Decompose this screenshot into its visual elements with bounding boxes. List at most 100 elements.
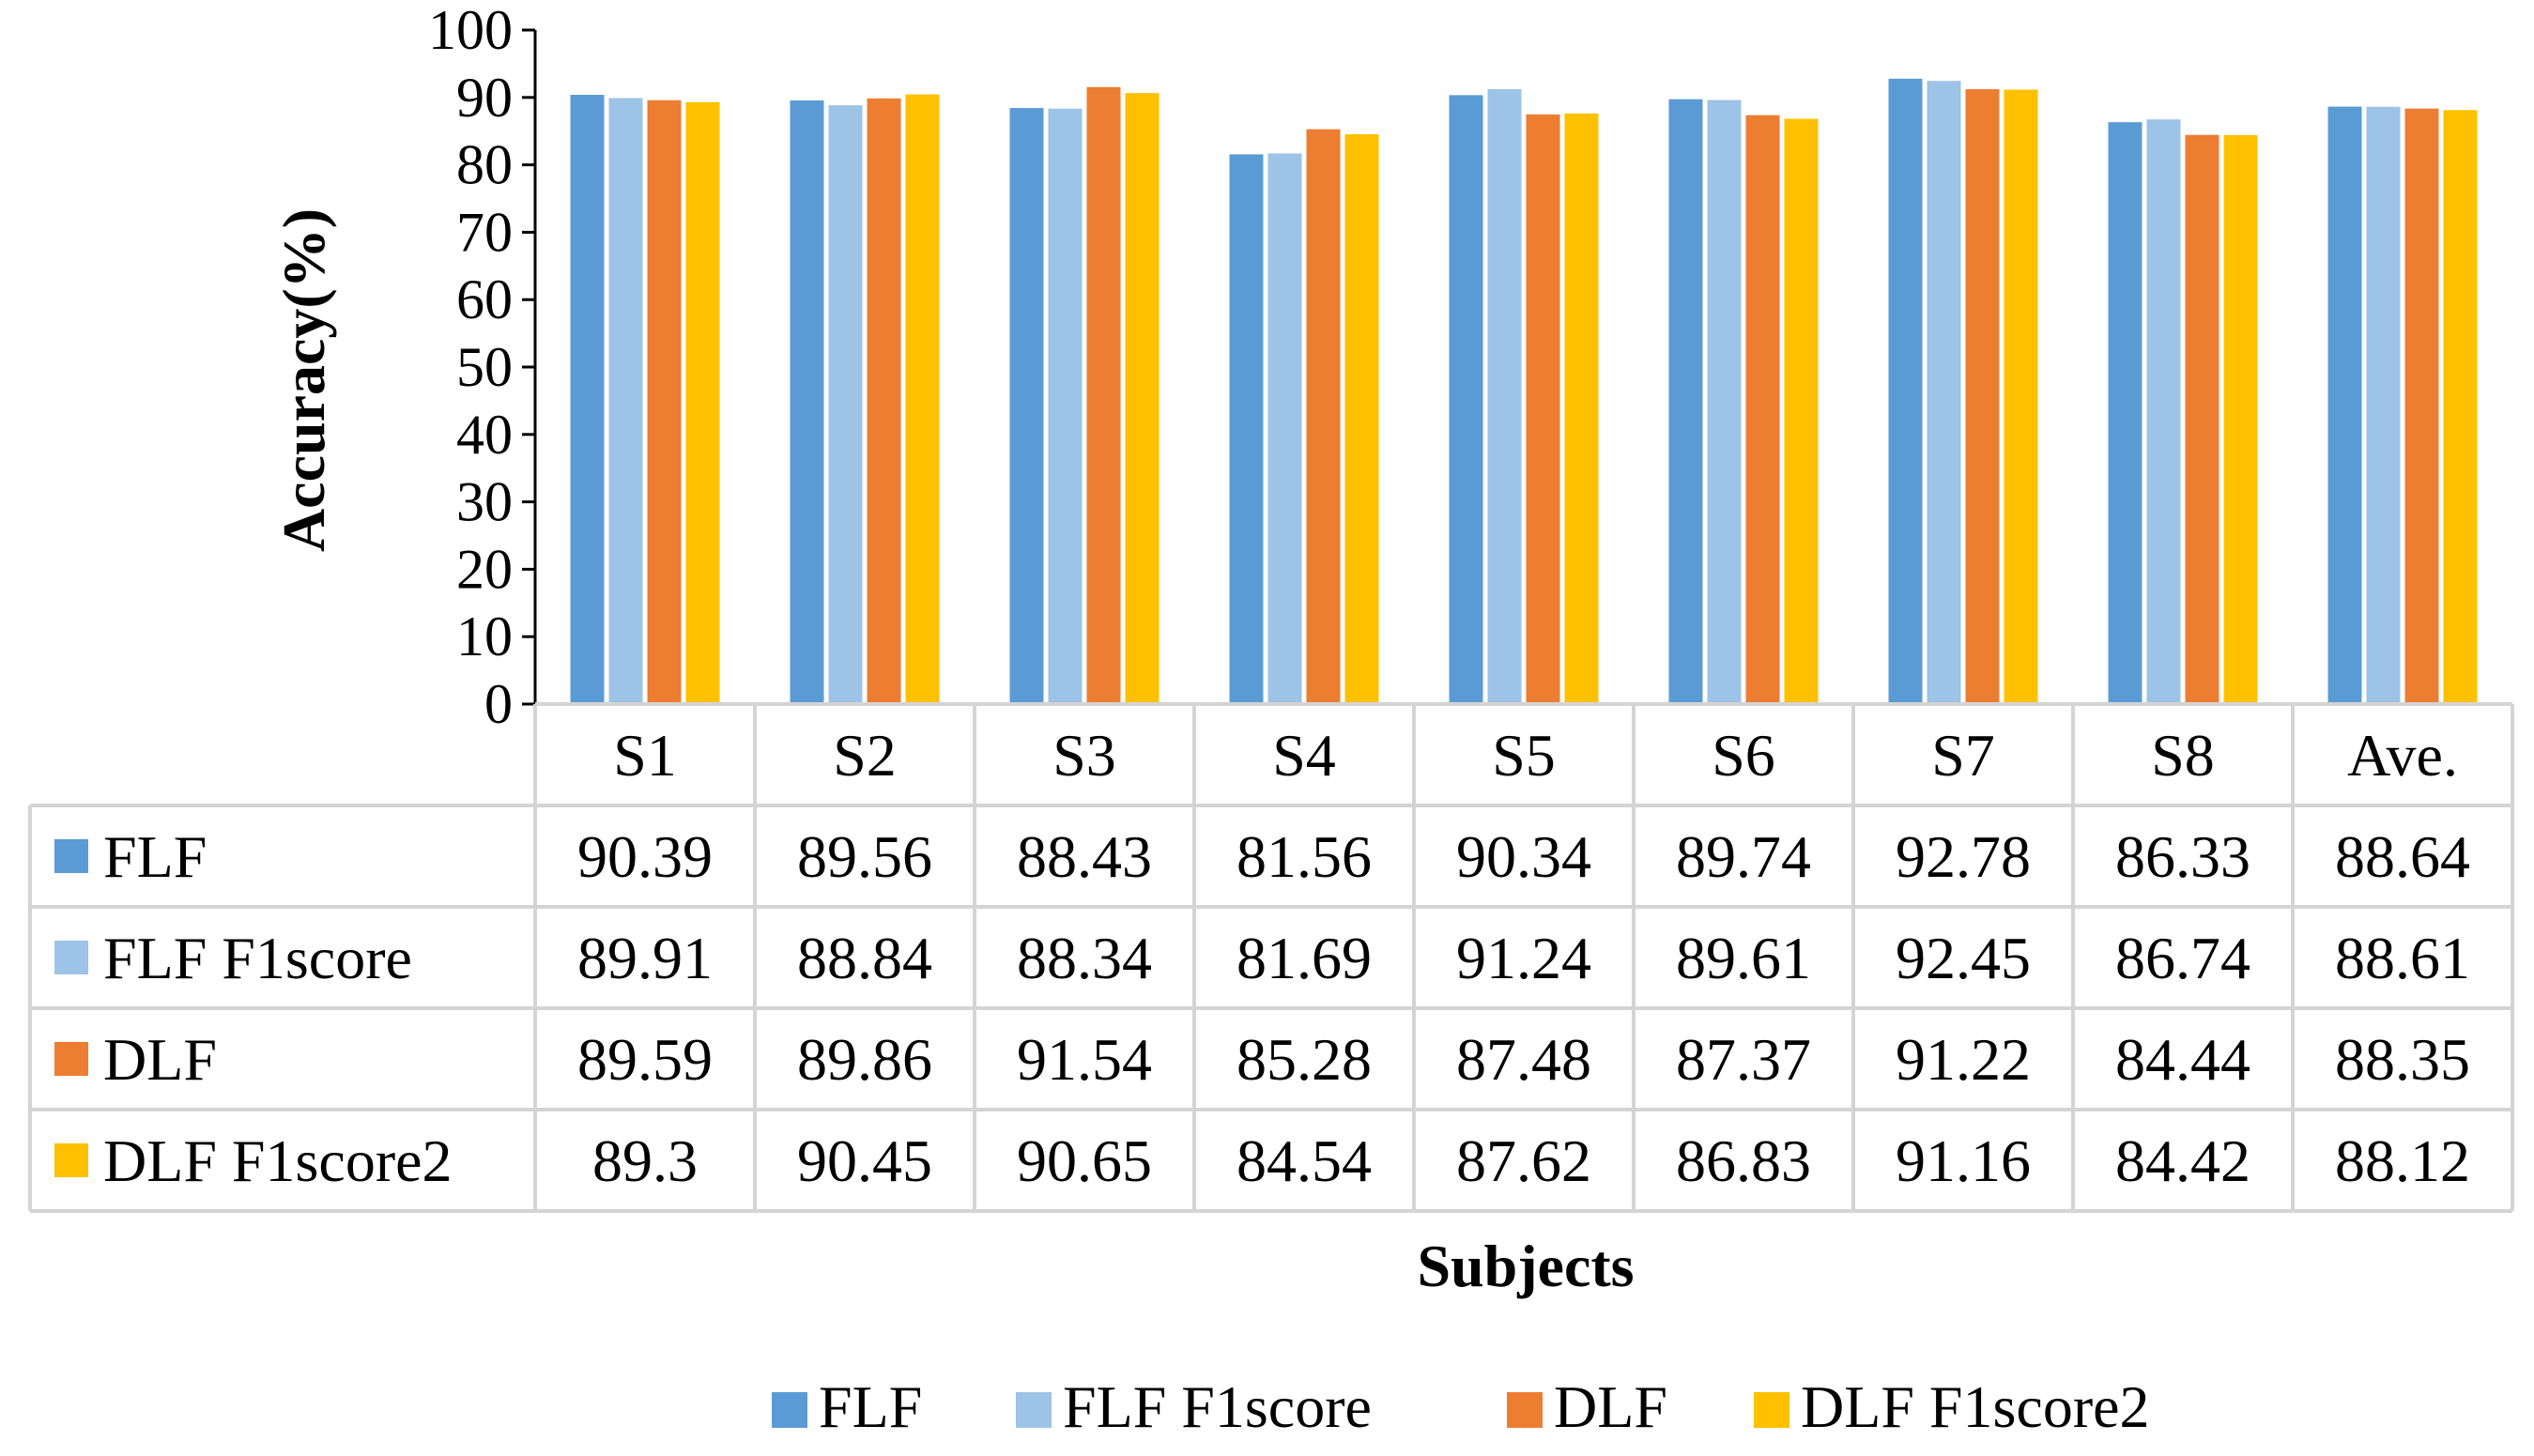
table-series-label: FLF F1score <box>103 925 412 991</box>
table-cell-value: 89.59 <box>577 1026 713 1093</box>
bar-dlf-f1score2-s7 <box>2004 89 2038 705</box>
bar-flf-s1 <box>570 94 605 704</box>
y-tick-label: 20 <box>456 538 513 600</box>
table-cell-value: 88.12 <box>2335 1127 2470 1194</box>
table-cell-value: 88.35 <box>2335 1026 2470 1093</box>
bar-flf-s3 <box>1009 108 1044 704</box>
bar-flf-s6 <box>1668 99 1703 704</box>
table-category-label: S6 <box>1712 722 1775 789</box>
bar-dlf-s4 <box>1306 129 1341 705</box>
legend-label: DLF F1score2 <box>1801 1373 2150 1440</box>
bar-dlf-f1score2-s2 <box>905 94 940 705</box>
bar-flf-s4 <box>1229 154 1264 705</box>
table-series-label: DLF F1score2 <box>103 1127 453 1194</box>
table-cell-value: 87.62 <box>1456 1127 1591 1194</box>
bar-dlf-f1score2-s3 <box>1125 93 1159 705</box>
table-cell-value: 92.45 <box>1896 925 2031 991</box>
table-cell-value: 89.74 <box>1676 823 1811 890</box>
bar-flf-f1score-s4 <box>1267 153 1302 704</box>
table-cell-value: 88.84 <box>797 925 932 991</box>
bar-flf-s5 <box>1449 95 1483 704</box>
table-category-label: S2 <box>833 722 897 789</box>
y-tick-label: 100 <box>428 0 513 61</box>
bar-flf-f1score-s7 <box>1927 81 1961 705</box>
table-cell-value: 81.56 <box>1236 823 1372 890</box>
table-series-label: FLF <box>103 823 207 890</box>
table-cell-value: 90.34 <box>1456 823 1591 890</box>
bar-flf-s2 <box>790 100 824 704</box>
bar-dlf-s2 <box>867 98 901 705</box>
bar-flf-ave <box>2327 106 2362 704</box>
x-axis-title: Subjects <box>1417 1233 1634 1299</box>
table-legend-key <box>54 1143 88 1177</box>
legend-key <box>772 1392 807 1428</box>
bar-dlf-s1 <box>647 100 682 705</box>
bar-dlf-s5 <box>1526 114 1560 704</box>
bar-flf-f1score-ave <box>2366 106 2401 704</box>
y-tick-label: 10 <box>456 605 513 667</box>
bar-dlf-f1score2-s4 <box>1344 134 1379 704</box>
bar-dlf-f1score2-s6 <box>1784 118 1819 704</box>
y-tick-label: 80 <box>456 134 513 196</box>
table-category-label: S8 <box>2151 722 2215 789</box>
table-category-label: S7 <box>1931 722 1995 789</box>
y-tick-label: 90 <box>456 67 513 129</box>
y-tick-label: 70 <box>456 201 513 263</box>
table-cell-value: 86.33 <box>2115 823 2250 890</box>
bar-flf-f1score-s5 <box>1487 88 1522 705</box>
bar-flf-f1score-s3 <box>1048 108 1083 704</box>
table-cell-value: 84.54 <box>1236 1127 1372 1194</box>
legend-label: FLF F1score <box>1063 1373 1372 1440</box>
y-tick-label: 60 <box>456 268 513 330</box>
table-cell-value: 86.74 <box>2115 925 2250 991</box>
table-cell-value: 85.28 <box>1236 1026 1372 1093</box>
table-cell-value: 91.16 <box>1896 1127 2031 1194</box>
y-tick-label: 0 <box>484 673 513 735</box>
y-tick-label: 50 <box>456 336 513 398</box>
legend-label: FLF <box>819 1373 922 1440</box>
bars <box>570 78 2478 705</box>
table-cell-value: 90.65 <box>1017 1127 1152 1194</box>
table-cell-value: 91.24 <box>1456 925 1591 991</box>
table-series-label: DLF <box>103 1026 217 1093</box>
table-cell-value: 89.91 <box>577 925 713 991</box>
bar-flf-f1score-s6 <box>1707 100 1742 704</box>
table-category-label: S5 <box>1492 722 1556 789</box>
data-table: S1 S2 S3 S4 S5 S6 S7 S8 Ave. FLF 90.39 89.56 88.43 81… <box>28 702 2514 1213</box>
table-cell-value: 89.61 <box>1676 925 1811 991</box>
table-legend-key <box>54 941 88 974</box>
table-category-label: Ave. <box>2347 722 2458 789</box>
legend-label: DLF <box>1554 1373 1667 1440</box>
table-cell-value: 87.48 <box>1456 1026 1591 1093</box>
table-cell-value: 88.64 <box>2335 823 2470 890</box>
table-cell-value: 88.61 <box>2335 925 2470 991</box>
table-cell-value: 91.54 <box>1017 1026 1152 1093</box>
y-axis-title: Accuracy(%) <box>270 208 337 552</box>
bar-dlf-ave <box>2404 108 2439 705</box>
table-cell-value: 89.56 <box>797 823 932 890</box>
bar-dlf-s8 <box>2185 134 2219 704</box>
bar-flf-s7 <box>1888 78 1923 704</box>
table-cell-value: 90.45 <box>797 1127 932 1194</box>
y-tick-label: 30 <box>456 471 513 533</box>
table-cell-value: 87.37 <box>1676 1026 1811 1093</box>
legend-key <box>1507 1392 1543 1428</box>
table-category-label: S4 <box>1272 722 1336 789</box>
bar-dlf-f1score2-s1 <box>685 101 720 705</box>
table-cell-value: 91.22 <box>1896 1026 2031 1093</box>
table-legend-key <box>54 1042 88 1076</box>
bar-dlf-s7 <box>1965 89 2000 704</box>
table-cell-value: 81.69 <box>1236 925 1372 991</box>
bar-flf-f1score-s1 <box>608 98 643 705</box>
bar-flf-f1score-s8 <box>2146 119 2181 705</box>
table-cell-value: 89.3 <box>592 1127 698 1194</box>
bar-flf-f1score-s2 <box>828 105 863 705</box>
table-category-label: S1 <box>613 722 677 789</box>
y-tick-label: 40 <box>456 404 513 466</box>
table-legend-key <box>54 839 88 873</box>
table-cell-value: 88.34 <box>1017 925 1152 991</box>
bar-dlf-f1score2-ave <box>2443 110 2478 704</box>
bar-dlf-f1score2-s5 <box>1564 113 1599 704</box>
